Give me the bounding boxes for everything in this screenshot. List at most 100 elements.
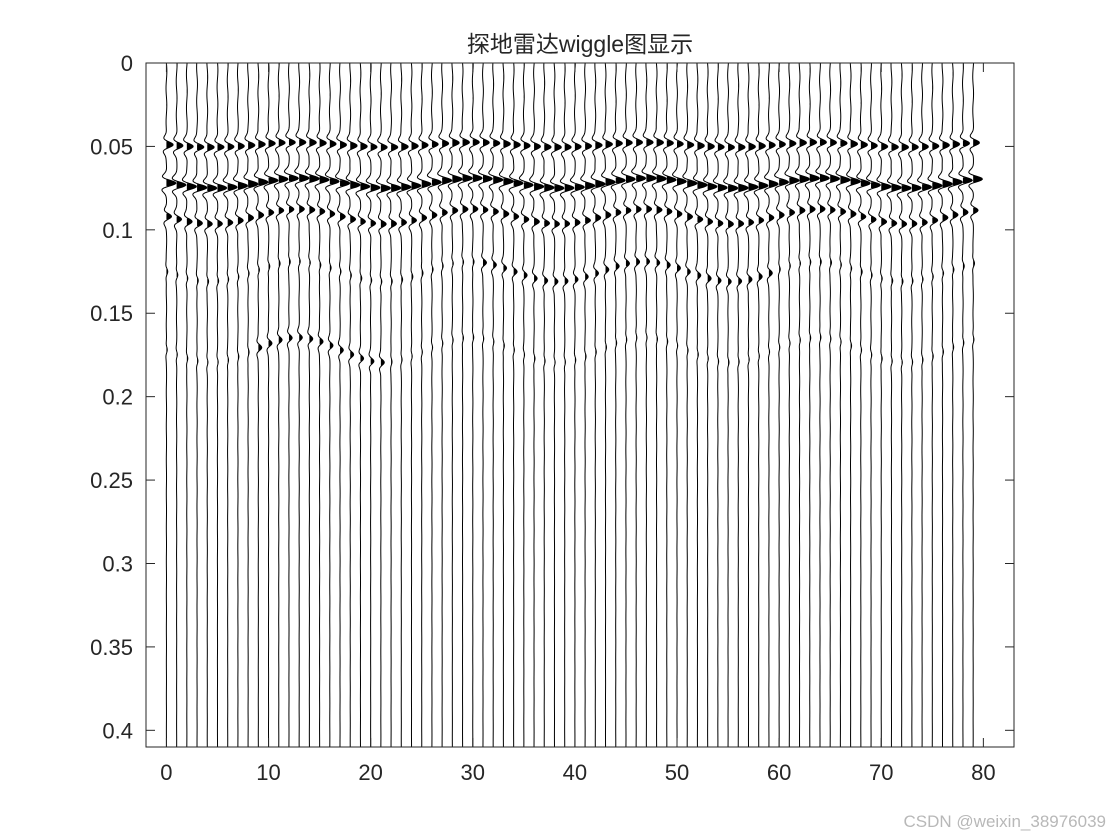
trace-line (580, 62, 596, 747)
trace-line (784, 62, 800, 747)
trace-line (202, 62, 218, 747)
x-tick-label: 30 (461, 760, 485, 785)
trace-fill (666, 176, 676, 184)
y-tick-label: 0.25 (90, 468, 133, 493)
y-tick-label: 0.2 (102, 385, 133, 410)
trace-line (641, 63, 657, 748)
trace-line (233, 62, 249, 748)
y-axis: 0 0.05 0.1 0.15 0.2 0.25 0.3 0.35 0.4 (90, 51, 1014, 743)
trace-line (406, 62, 422, 747)
trace-fill (176, 142, 183, 149)
trace-line (171, 62, 187, 748)
x-tick-label: 80 (971, 760, 995, 785)
trace-line (917, 62, 933, 748)
x-tick-label: 40 (563, 760, 587, 785)
trace-line (692, 62, 708, 747)
trace-line (539, 62, 555, 747)
trace-line (753, 62, 769, 747)
trace-line (181, 62, 197, 747)
y-tick-label: 0 (121, 51, 133, 76)
trace-line (865, 62, 882, 748)
trace-line (273, 62, 289, 748)
trace-line (610, 62, 626, 748)
trace-line (896, 62, 912, 748)
trace-line (712, 62, 728, 748)
trace-line (192, 62, 208, 748)
trace-line (855, 62, 871, 747)
trace-line (661, 62, 677, 747)
trace-line (437, 62, 453, 748)
trace-line (743, 62, 759, 748)
trace-line (467, 62, 483, 748)
y-tick-label: 0.4 (102, 718, 133, 743)
y-tick-label: 0.1 (102, 218, 133, 243)
trace-line (876, 62, 892, 747)
trace-line (937, 63, 953, 748)
trace-line (529, 62, 545, 748)
trace-line (682, 62, 698, 747)
trace-fill (677, 210, 682, 218)
trace-line (488, 62, 504, 747)
trace-line (968, 62, 983, 747)
trace-line (426, 62, 442, 747)
trace-line (723, 62, 739, 747)
y-tick-label: 0.35 (90, 635, 133, 660)
trace-line (457, 62, 473, 747)
trace-line (621, 62, 636, 748)
trace-line (294, 62, 310, 748)
trace-fill (973, 139, 980, 147)
trace-line (243, 62, 259, 747)
trace-line (671, 62, 687, 748)
trace-line (569, 62, 586, 748)
trace-line (814, 62, 830, 748)
trace-line (559, 62, 575, 747)
trace-fill (779, 211, 785, 219)
trace-line (835, 62, 851, 747)
trace-line (212, 62, 228, 747)
trace-line (518, 62, 534, 748)
trace-fill (564, 220, 570, 228)
y-tick-label: 0.3 (102, 551, 133, 576)
trace-line (263, 62, 279, 747)
plot-frame (145, 62, 1015, 748)
trace-line (927, 62, 943, 747)
trace-line (763, 62, 779, 748)
trace-line (590, 62, 606, 748)
trace-line (825, 62, 840, 748)
watermark: CSDN @weixin_38976039 (903, 812, 1106, 831)
x-tick-label: 0 (160, 760, 172, 785)
x-tick-label: 60 (767, 760, 791, 785)
trace-line (161, 62, 177, 747)
trace-line (957, 62, 973, 747)
trace-line (733, 62, 749, 747)
x-tick-label: 50 (665, 760, 689, 785)
trace-line (355, 62, 371, 748)
y-tick-label: 0.05 (90, 134, 133, 159)
trace-line (498, 62, 514, 747)
trace-line (631, 62, 647, 747)
trace-line (702, 62, 718, 747)
trace-line (324, 62, 340, 748)
trace-line (375, 62, 392, 748)
trace-line (222, 63, 238, 748)
chart-title: 探地雷达wiggle图显示 (467, 31, 693, 57)
trace-line (478, 62, 493, 747)
trace-line (886, 62, 902, 748)
trace-line (845, 62, 861, 747)
trace-line (283, 62, 300, 747)
trace-fill (881, 143, 888, 150)
trace-line (600, 62, 616, 748)
x-tick-label: 10 (256, 760, 280, 785)
trace-fill (758, 182, 768, 190)
trace-line (508, 62, 524, 747)
trace-line (345, 63, 361, 747)
trace-line (804, 62, 821, 747)
x-tick-label: 70 (869, 760, 893, 785)
trace-fill (625, 139, 633, 147)
trace-line (314, 62, 330, 748)
trace-line (386, 62, 402, 748)
trace-line (304, 62, 320, 747)
trace-line (947, 62, 963, 747)
trace-line (906, 62, 922, 747)
